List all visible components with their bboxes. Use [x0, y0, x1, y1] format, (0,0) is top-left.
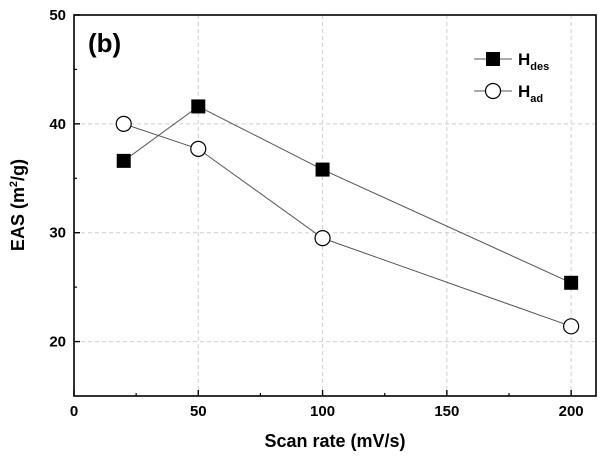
y-tick-label: 40	[49, 116, 66, 133]
x-axis: 0 50 100 150 200	[70, 390, 584, 420]
series-line-h-ad	[123, 123, 572, 327]
x-tick-label: 150	[434, 403, 459, 420]
legend-marker-had	[484, 82, 502, 100]
x-tick-label: 100	[310, 403, 335, 420]
point-h-des	[564, 275, 579, 290]
point-h-des	[116, 153, 131, 168]
x-axis-title: Scan rate (mV/s)	[264, 431, 405, 451]
x-tick-label: 50	[190, 403, 207, 420]
y-tick-label: 20	[49, 334, 66, 351]
legend: Hdes Had	[474, 50, 549, 105]
legend-marker-hdes	[486, 52, 500, 66]
point-h-des	[315, 162, 330, 177]
point-h-ad	[115, 115, 132, 132]
plot-frame	[73, 14, 597, 397]
legend-label-had: Had	[518, 82, 543, 105]
grid-lines	[74, 15, 596, 396]
point-h-des	[191, 99, 206, 114]
x-tick-label: 0	[70, 403, 78, 420]
y-axis-title: EAS (m2/g)	[8, 159, 28, 251]
y-tick-label: 30	[49, 225, 66, 242]
point-h-ad	[190, 140, 207, 157]
y-axis: 20 30 40 50	[49, 7, 80, 351]
series-line-h-des	[123, 105, 572, 284]
panel-label: (b)	[88, 28, 121, 58]
point-h-ad	[563, 318, 580, 335]
legend-label-hdes: Hdes	[518, 50, 549, 73]
y-tick-label: 50	[49, 7, 66, 24]
series-layer	[115, 99, 580, 335]
x-tick-label: 200	[559, 403, 584, 420]
point-h-ad	[314, 230, 331, 247]
